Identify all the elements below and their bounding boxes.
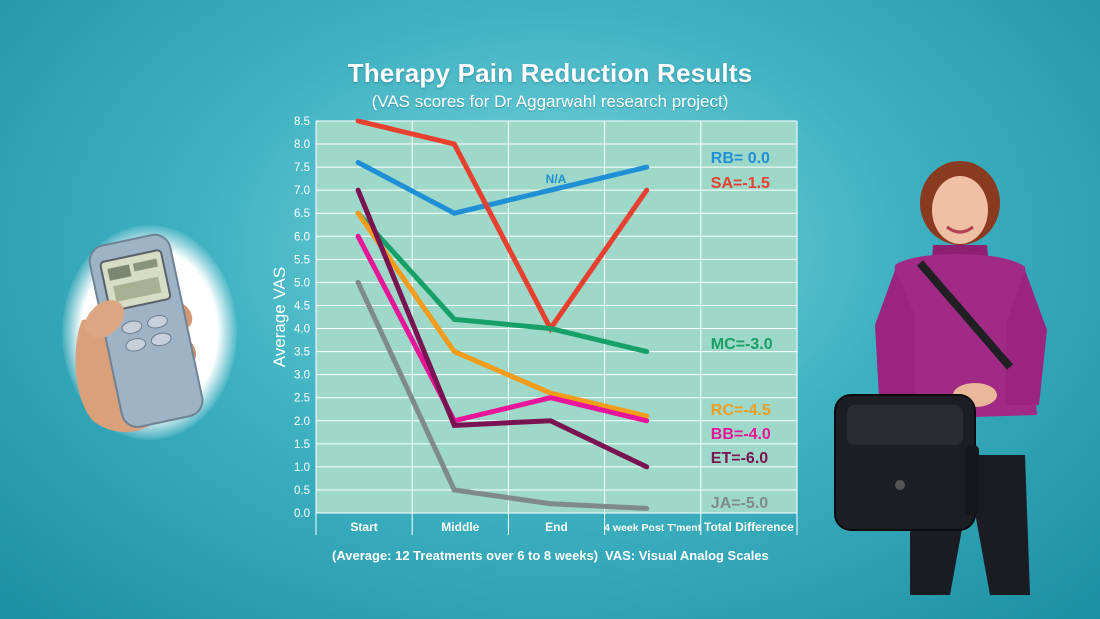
series-line-bb bbox=[355, 233, 650, 424]
x-tick-label: Start bbox=[350, 520, 377, 534]
na-annotation: N/A bbox=[546, 172, 567, 186]
person-photo bbox=[825, 155, 1080, 595]
y-tick-label: 2.0 bbox=[294, 416, 310, 428]
total-difference-label-ja: JA=-5.0 bbox=[711, 495, 768, 512]
series-line-mc bbox=[355, 210, 650, 355]
series-line-rb bbox=[355, 160, 650, 216]
y-tick-label: 4.5 bbox=[294, 300, 310, 312]
y-tick-label: 7.0 bbox=[294, 185, 310, 197]
y-tick-label: 6.0 bbox=[294, 231, 310, 243]
y-tick-label: 1.0 bbox=[294, 462, 310, 474]
y-tick-label: 2.5 bbox=[294, 393, 310, 405]
y-tick-label: 1.5 bbox=[294, 439, 310, 451]
total-difference-label-et: ET=-6.0 bbox=[711, 450, 768, 467]
chart-subtitle: (VAS scores for Dr Aggarwahl research pr… bbox=[371, 92, 729, 111]
series-line-et bbox=[355, 187, 650, 470]
y-tick-label: 3.0 bbox=[294, 370, 310, 382]
y-tick-label: 7.5 bbox=[294, 162, 310, 174]
total-difference-label-bb: BB=-4.0 bbox=[711, 426, 771, 443]
total-difference-label-rc: RC=-4.5 bbox=[711, 402, 771, 419]
x-tick-label: Middle bbox=[441, 520, 479, 534]
footer-note-vas: VAS: Visual Analog Scales bbox=[605, 548, 769, 563]
y-tick-label: 5.5 bbox=[294, 254, 310, 266]
woman-image bbox=[834, 161, 1047, 595]
y-tick-label: 6.5 bbox=[294, 208, 310, 220]
y-tick-label: 5.0 bbox=[294, 277, 310, 289]
device-photo bbox=[62, 225, 237, 440]
y-tick-label: 3.5 bbox=[294, 347, 310, 359]
tens-device-image bbox=[75, 233, 204, 433]
footer-note-average: (Average: 12 Treatments over 6 to 8 week… bbox=[332, 548, 599, 563]
y-tick-label: 0.5 bbox=[294, 485, 310, 497]
y-tick-label: 0.0 bbox=[294, 508, 310, 520]
total-difference-label-rb: RB= 0.0 bbox=[711, 150, 770, 167]
total-difference-header: Total Difference bbox=[704, 520, 794, 534]
y-tick-label: 8.0 bbox=[294, 139, 310, 151]
series-line-rc bbox=[355, 210, 650, 419]
chart-title: Therapy Pain Reduction Results bbox=[347, 58, 753, 88]
series-line-ja bbox=[355, 279, 650, 511]
y-tick-label: 8.5 bbox=[294, 116, 310, 128]
y-axis-label: Average VAS bbox=[270, 267, 289, 368]
total-difference-label-mc: MC=-3.0 bbox=[711, 336, 773, 353]
y-tick-label: 4.0 bbox=[294, 324, 310, 336]
series-line-sa bbox=[355, 118, 650, 334]
total-difference-label-sa: SA=-1.5 bbox=[711, 175, 770, 192]
x-tick-label: End bbox=[545, 520, 568, 534]
x-tick-label: 4 week Post T'ment bbox=[604, 522, 702, 534]
